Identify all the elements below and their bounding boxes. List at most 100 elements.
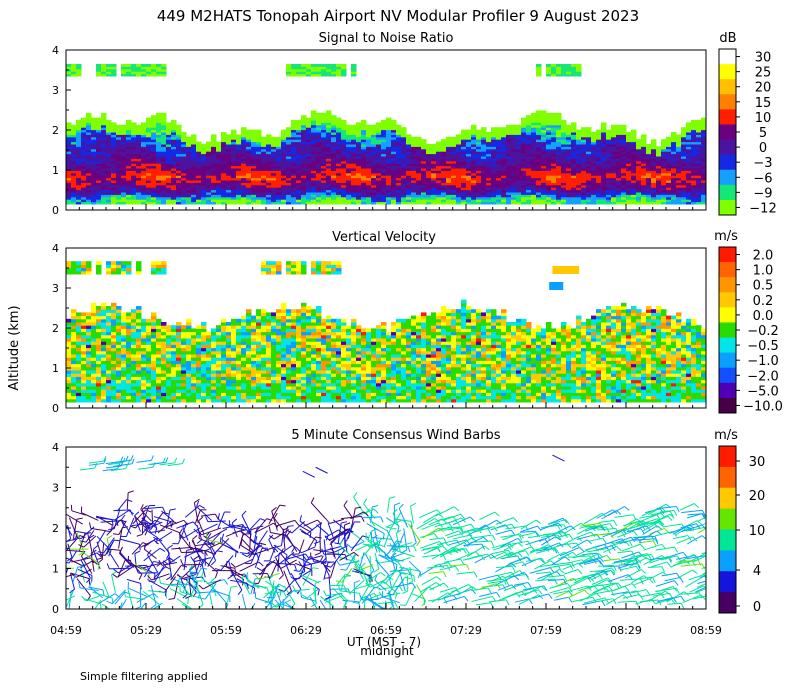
velocity-cell: [141, 325, 147, 329]
snr-cell: [316, 165, 322, 169]
snr-cell: [361, 165, 367, 169]
snr-cell: [371, 141, 377, 145]
snr-cell: [91, 139, 97, 143]
snr-cell: [416, 156, 422, 159]
snr-cell: [371, 132, 377, 135]
snr-cell: [86, 187, 92, 191]
snr-cell: [76, 158, 82, 162]
snr-cell: [286, 180, 292, 183]
snr-cell: [216, 172, 222, 176]
snr-cell: [566, 141, 572, 145]
snr-cell: [206, 184, 212, 188]
snr-cell: [161, 199, 167, 203]
snr-cell: [386, 141, 392, 145]
snr-cell: [196, 168, 202, 171]
snr-cell: [686, 189, 692, 193]
snr-cell: [86, 117, 92, 121]
snr-cell: [651, 158, 657, 162]
snr-cell: [626, 199, 632, 203]
snr-cell: [456, 153, 462, 157]
snr-cell: [426, 184, 432, 188]
snr-cell: [426, 172, 432, 176]
snr-cell: [401, 144, 407, 147]
snr-cell: [281, 136, 287, 140]
snr-cell: [556, 64, 562, 67]
snr-cell: [506, 148, 512, 152]
snr-cell: [561, 158, 567, 162]
colorbar-swatch: [719, 184, 736, 201]
snr-cell: [91, 170, 97, 174]
snr-cell: [561, 160, 567, 164]
snr-cell: [221, 134, 227, 138]
snr-cell: [251, 151, 257, 155]
snr-cell: [366, 163, 372, 167]
snr-cell: [546, 177, 552, 181]
snr-cell: [321, 66, 327, 70]
snr-cell: [386, 117, 392, 121]
snr-cell: [536, 132, 542, 135]
snr-cell: [281, 144, 287, 147]
snr-cell: [311, 68, 317, 72]
snr-cell: [316, 194, 322, 198]
snr-cell: [391, 165, 397, 169]
snr-cell: [281, 187, 287, 191]
velocity-cell: [96, 306, 102, 310]
snr-cell: [111, 177, 117, 181]
snr-cell: [186, 172, 192, 176]
snr-cell: [176, 153, 182, 157]
snr-cell: [86, 141, 92, 145]
snr-cell: [416, 160, 422, 164]
snr-cell: [461, 146, 467, 150]
snr-cell: [376, 153, 382, 157]
snr-cell: [91, 158, 97, 162]
snr-cell: [241, 139, 247, 143]
snr-cell: [326, 184, 332, 188]
snr-cell: [651, 146, 657, 150]
snr-cell: [536, 184, 542, 188]
snr-cell: [391, 192, 397, 195]
snr-cell: [486, 180, 492, 183]
snr-cell: [546, 146, 552, 150]
snr-cell: [506, 156, 512, 159]
snr-cell: [456, 180, 462, 183]
velocity-cell: [126, 341, 132, 345]
snr-cell: [511, 170, 517, 174]
velocity-cell: [81, 322, 87, 326]
velocity-cell: [126, 270, 132, 275]
snr-cell: [631, 129, 637, 133]
snr-cell: [376, 141, 382, 145]
snr-cell: [121, 182, 127, 186]
snr-cell: [301, 139, 307, 143]
velocity-cell: [81, 376, 87, 381]
snr-cell: [261, 136, 267, 140]
snr-cell: [506, 182, 512, 186]
snr-cell: [126, 148, 132, 152]
snr-cell: [556, 146, 562, 150]
snr-cell: [326, 192, 332, 195]
snr-cell: [481, 172, 487, 176]
snr-cell: [661, 139, 667, 143]
snr-cell: [196, 189, 202, 193]
snr-cell: [91, 146, 97, 150]
snr-cell: [236, 146, 242, 150]
snr-cell: [291, 151, 297, 155]
snr-cell: [431, 158, 437, 162]
snr-cell: [121, 73, 127, 77]
snr-cell: [156, 180, 162, 183]
velocity-cell: [146, 395, 152, 400]
snr-cell: [106, 199, 112, 203]
snr-cell: [571, 151, 577, 155]
snr-cell: [581, 165, 587, 169]
snr-cell: [626, 201, 632, 205]
snr-cell: [136, 196, 142, 200]
snr-cell: [506, 124, 512, 128]
snr-cell: [401, 136, 407, 140]
snr-cell: [211, 160, 217, 164]
snr-cell: [486, 134, 492, 138]
snr-cell: [251, 172, 257, 176]
snr-cell: [291, 64, 297, 67]
velocity-cell: [91, 363, 97, 368]
snr-cell: [66, 134, 72, 138]
snr-cell: [331, 141, 337, 145]
velocity-cell: [96, 382, 102, 387]
